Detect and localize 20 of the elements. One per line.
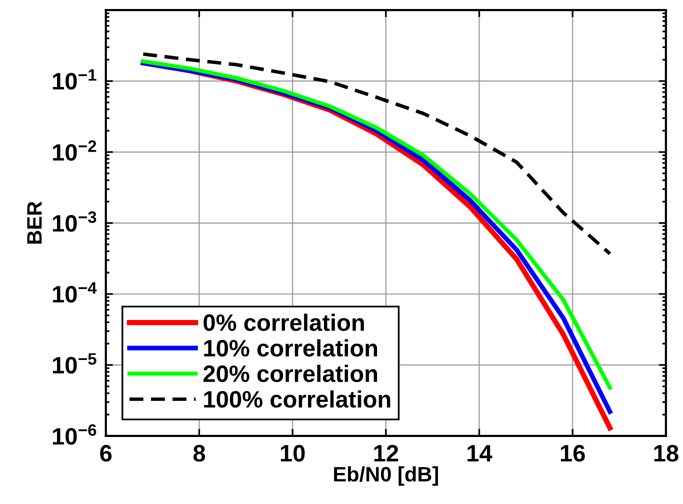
x-tick-label: 18 xyxy=(654,444,678,462)
legend-label: 100% correlation xyxy=(204,390,390,408)
y-tick-label: 10$^{−5}$ xyxy=(52,353,96,374)
x-tick-label: 6 xyxy=(100,444,112,462)
y-tick-label: 10$^{−1}$ xyxy=(52,69,96,90)
x-tick-label: 14 xyxy=(468,445,492,462)
x-axis-title: Eb/N0 [dB] xyxy=(334,466,438,486)
x-tick-label: 8 xyxy=(193,444,206,462)
legend-label: 20% correlation xyxy=(203,364,378,382)
x-tick-label: 10 xyxy=(280,444,305,462)
legend-label: 0% correlation xyxy=(204,314,364,332)
x-tick-label: 12 xyxy=(374,444,398,462)
x-tick-label: 16 xyxy=(560,444,585,462)
line-series xyxy=(141,52,612,256)
y-tick-label: 10$^{−6}$ xyxy=(52,424,96,445)
y-tick-label: 10$^{−3}$ xyxy=(52,211,96,232)
y-axis-title: BER xyxy=(27,201,42,244)
legend-label: 10% correlation xyxy=(204,339,378,357)
y-tick-label: 10$^{−2}$ xyxy=(52,140,96,161)
y-tick-label: 10$^{−4}$ xyxy=(52,282,97,303)
